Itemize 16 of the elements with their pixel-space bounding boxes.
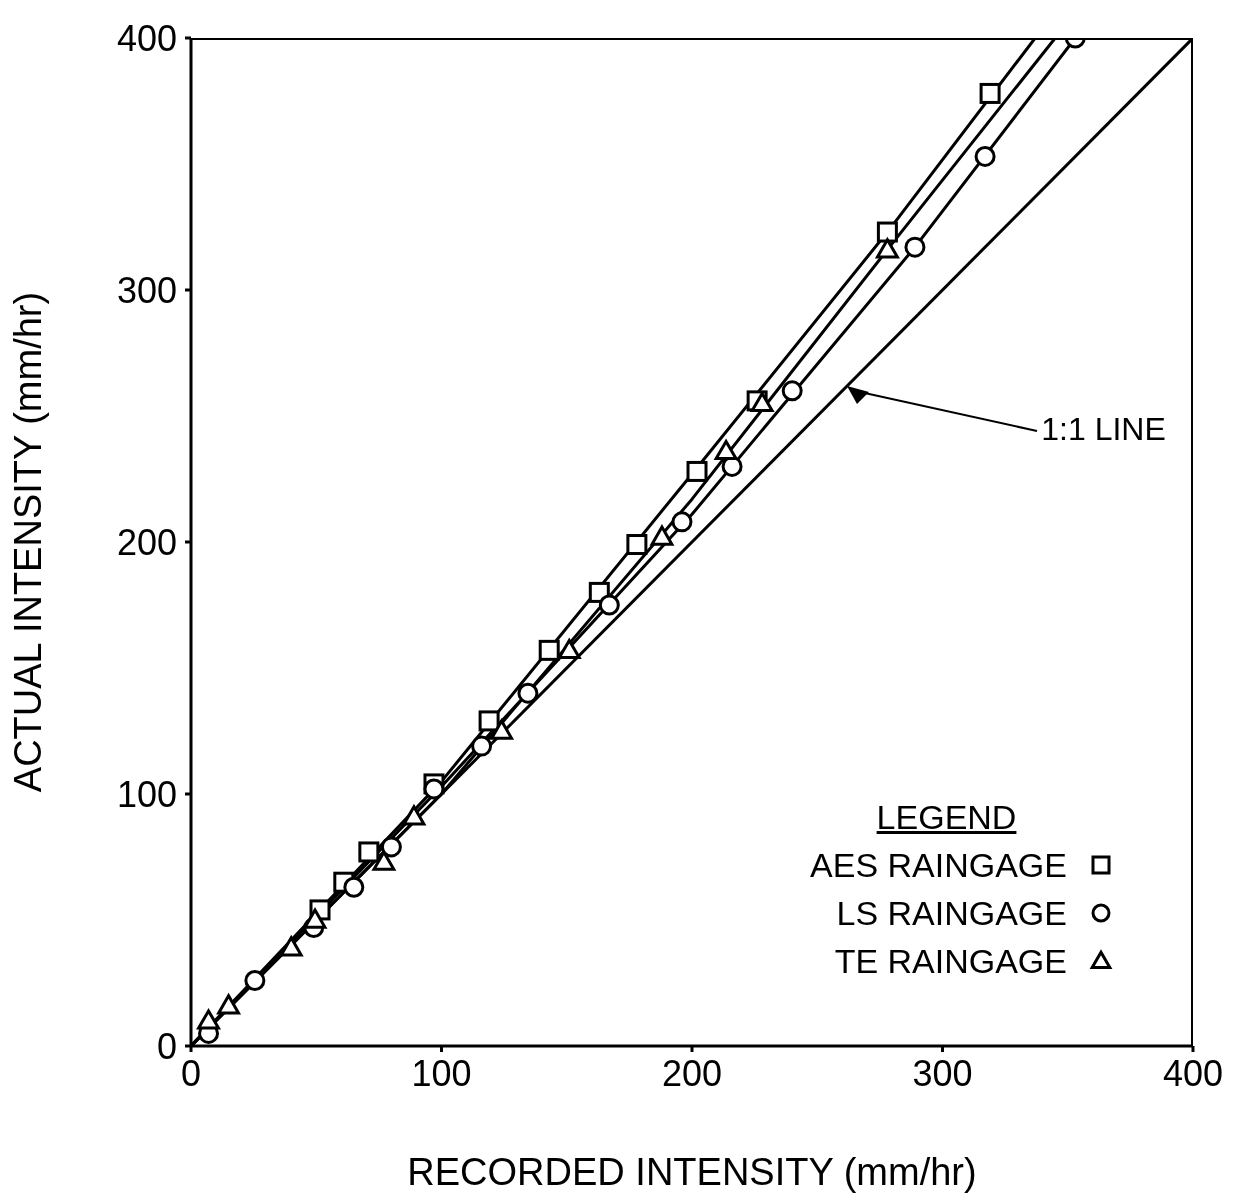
y-tick-label: 100 xyxy=(116,773,177,815)
legend-label: LS RAINGAGE xyxy=(836,893,1067,933)
annotation: 1:1 LINE xyxy=(1041,410,1166,448)
x-axis-title: RECORDED INTENSITY (mm/hr) xyxy=(407,1151,977,1193)
y-tick-label: 400 xyxy=(116,17,177,59)
legend-label: TE RAINGAGE xyxy=(834,941,1067,981)
x-tick-label: 300 xyxy=(912,1052,973,1094)
x-tick-label: 400 xyxy=(1162,1052,1224,1094)
x-tick-label: 200 xyxy=(661,1052,723,1094)
y-tick-label: 0 xyxy=(156,1025,177,1067)
y-tick-label: 300 xyxy=(116,269,177,311)
legend-title: LEGEND xyxy=(875,798,1018,837)
legend-label: AES RAINGAGE xyxy=(810,845,1067,885)
y-tick-label: 200 xyxy=(116,521,177,563)
y-axis-title: ACTUAL INTENSITY (mm/hr) xyxy=(7,291,50,793)
x-tick-label: 100 xyxy=(411,1052,472,1094)
